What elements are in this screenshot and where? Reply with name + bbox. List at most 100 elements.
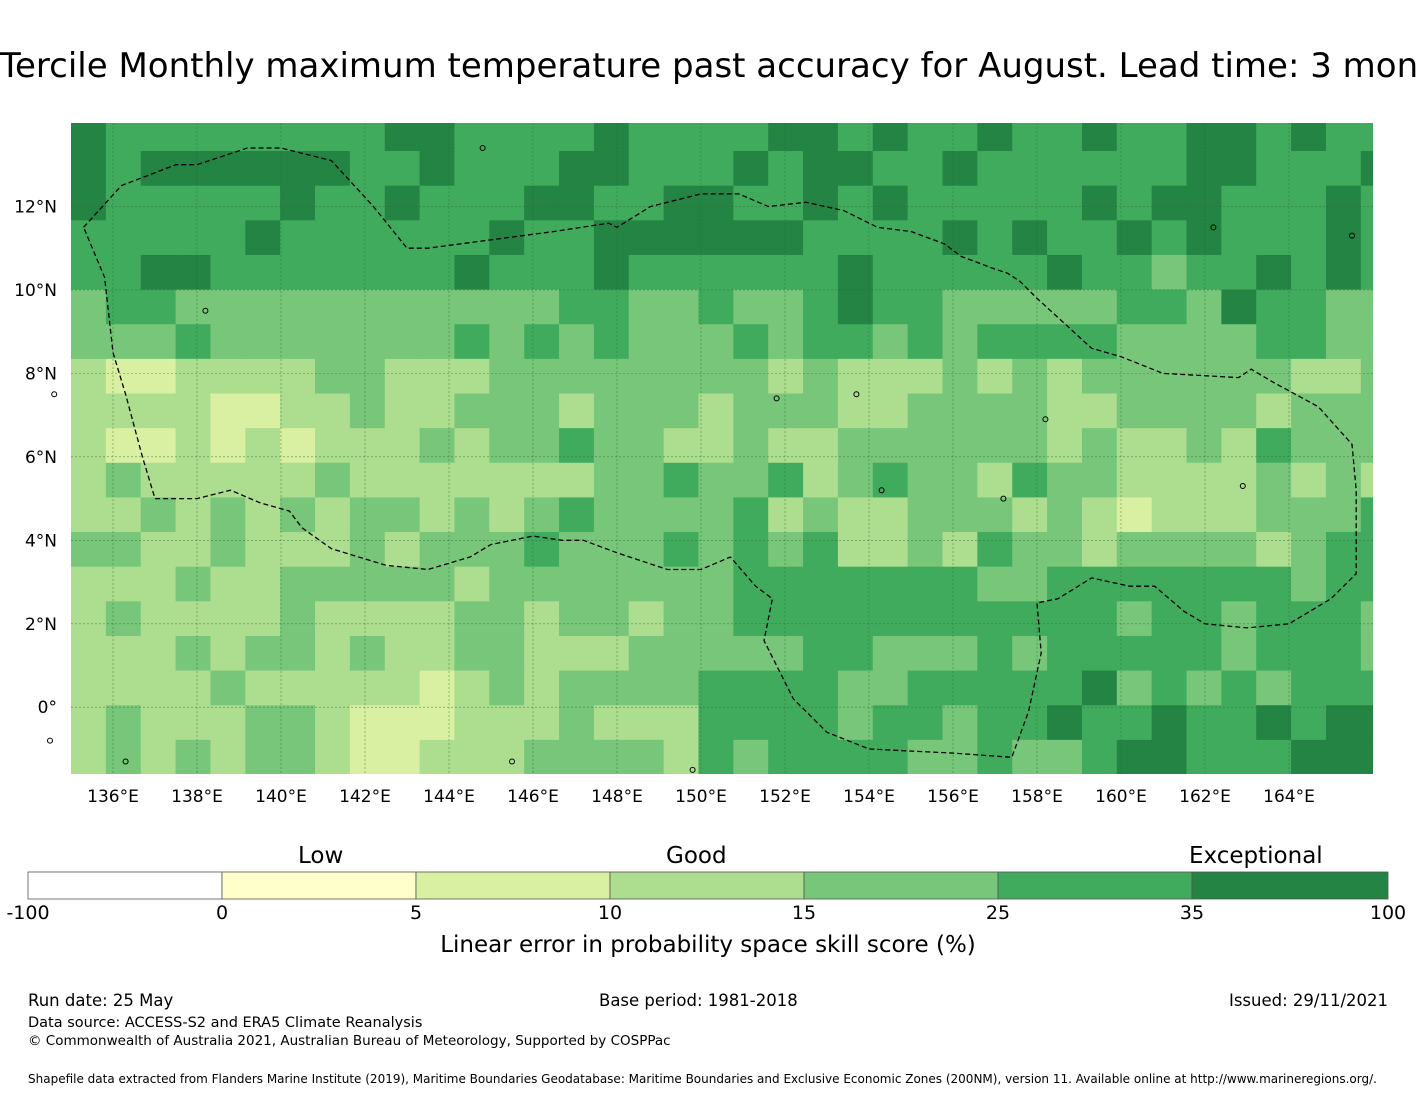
grid-cell [1256, 566, 1292, 602]
grid-cell [71, 670, 107, 706]
grid-cell [524, 739, 560, 774]
grid-cell [907, 123, 943, 152]
grid-cell [384, 219, 421, 255]
grid-cell [210, 392, 246, 429]
grid-cell [559, 635, 595, 671]
grid-cell [384, 566, 421, 602]
grid-cell [1081, 219, 1118, 255]
grid-cell [105, 392, 142, 429]
grid-cell [1012, 739, 1048, 774]
colorbar-swatch [415, 871, 611, 900]
grid-cell [1186, 739, 1222, 774]
grid-cell [419, 635, 455, 671]
grid-cell [628, 462, 665, 498]
grid-cell [1186, 531, 1222, 567]
grid-cell [559, 531, 595, 567]
grid-cell [1151, 150, 1188, 186]
grid-cell [1256, 123, 1292, 152]
grid-cell [1081, 496, 1118, 533]
grid-cell [593, 323, 630, 359]
grid-cell [1186, 254, 1222, 290]
grid-cell [524, 323, 560, 359]
lat-tick-label: 6°N [25, 448, 57, 468]
grid-cell [1325, 739, 1362, 774]
grid-cell [907, 289, 943, 325]
lon-tick-label: 140°E [255, 787, 307, 807]
grid-cell [175, 289, 211, 325]
grid-cell [977, 392, 1013, 429]
grid-cell [280, 254, 316, 290]
grid-cell [1291, 600, 1327, 636]
grid-cell [71, 600, 107, 636]
grid-cell [1221, 219, 1257, 255]
grid-cell [663, 670, 699, 706]
grid-cell [733, 427, 769, 463]
grid-cell [1047, 289, 1083, 325]
grid-cell [71, 635, 107, 671]
grid-cell [280, 600, 316, 636]
grid-cell [1116, 739, 1153, 774]
grid-cell [1047, 427, 1083, 463]
grid-cell [977, 670, 1013, 706]
grid-cell [942, 670, 978, 706]
grid-cell [1360, 254, 1373, 290]
grid-cell [628, 531, 665, 567]
grid-cell [1081, 123, 1118, 152]
grid-cell [315, 531, 351, 567]
grid-cell [1151, 704, 1188, 740]
grid-cell [1291, 289, 1327, 325]
grid-cell [628, 670, 665, 706]
grid-cell [733, 150, 769, 186]
grid-cell [1325, 219, 1362, 255]
grid-cell [593, 566, 630, 602]
grid-cell [837, 185, 874, 221]
grid-cell [907, 219, 943, 255]
grid-cell [1151, 531, 1188, 567]
grid-cell [1012, 185, 1048, 221]
grid-cell [1047, 123, 1083, 152]
grid-cell [698, 635, 734, 671]
grid-cell [1360, 462, 1373, 498]
grid-cell [1012, 358, 1048, 394]
grid-cell [419, 462, 455, 498]
grid-cell [977, 254, 1013, 290]
lat-tick-label: 12°N [14, 197, 57, 217]
grid-cell [872, 531, 909, 567]
grid-cell [803, 600, 839, 636]
grid-cell [803, 462, 839, 498]
grid-cell [419, 496, 455, 533]
grid-cell [733, 219, 769, 255]
grid-cell [559, 462, 595, 498]
grid-cell [1151, 566, 1188, 602]
grid-cell [1360, 289, 1373, 325]
grid-cell [1012, 704, 1048, 740]
grid-cell [489, 496, 525, 533]
grid-cell [280, 123, 316, 152]
grid-cell [71, 462, 107, 498]
grid-cell [524, 566, 560, 602]
grid-cell [524, 254, 560, 290]
grid-cell [942, 462, 978, 498]
grid-cell [1047, 150, 1083, 186]
grid-cell [1186, 600, 1222, 636]
grid-cell [1151, 185, 1188, 221]
grid-cell [1256, 739, 1292, 774]
grid-cell [349, 358, 386, 394]
grid-cell [1151, 123, 1188, 152]
grid-cell [210, 496, 246, 533]
island-outline [122, 758, 129, 765]
grid-cell [454, 704, 490, 740]
grid-cell [1256, 635, 1292, 671]
lon-tick-label: 152°E [759, 787, 811, 807]
grid-cell [907, 566, 943, 602]
grid-cell [210, 358, 246, 394]
grid-cell [1081, 289, 1118, 325]
grid-cell [1116, 254, 1153, 290]
grid-cell [175, 150, 211, 186]
grid-cell [315, 392, 351, 429]
grid-cell [384, 289, 421, 325]
grid-cell [1012, 462, 1048, 498]
island-outline [1000, 495, 1007, 502]
grid-cell [1012, 150, 1048, 186]
grid-cell [105, 219, 142, 255]
